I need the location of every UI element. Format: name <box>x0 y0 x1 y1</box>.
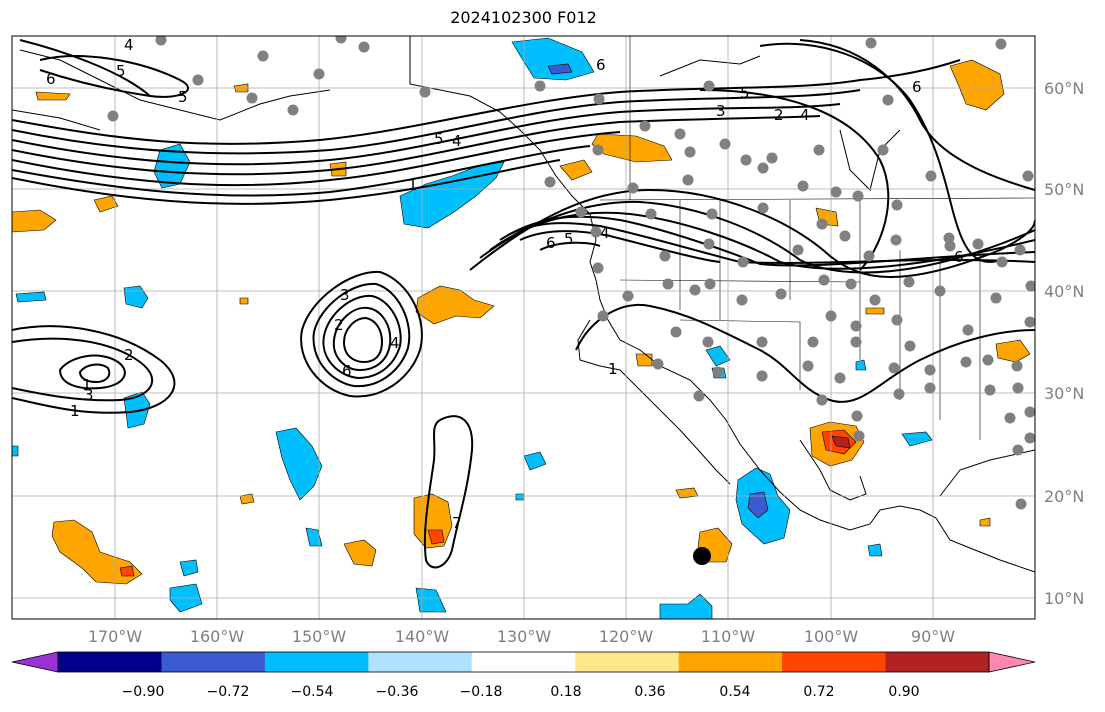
contour-label: 1 <box>408 176 418 194</box>
colorbar-segment <box>264 652 369 672</box>
colorbar-min-extension <box>11 651 59 673</box>
contour-label: 4 <box>800 106 810 124</box>
colorbar-tick-label: 0.72 <box>803 684 834 700</box>
negative-anomaly-fills <box>12 37 933 619</box>
colorbar-tick-label: −0.72 <box>207 684 250 700</box>
contour-label: 6 <box>342 362 352 380</box>
colorbar-tick-labels: −0.90 −0.72 −0.54 −0.36 −0.18 0.18 0.36 … <box>122 684 920 700</box>
coastlines <box>12 36 1035 573</box>
lon-label: 100°W <box>804 627 859 646</box>
tropical-cyclone-marker <box>693 547 711 565</box>
colorbar-tick-label: −0.90 <box>122 684 165 700</box>
colorbar-tick-label: 0.90 <box>888 684 919 700</box>
colorbar-tick-label: 0.54 <box>719 684 750 700</box>
map-title: 2024102300 F012 <box>450 8 597 27</box>
map-frame <box>11 35 1036 620</box>
latitude-labels: 60°N 50°N 40°N 30°N 20°N 10°N <box>1044 79 1084 608</box>
contour-label: 6 <box>46 70 56 88</box>
colorbar-frame <box>57 651 990 673</box>
colorbar-tick-label: 0.18 <box>550 684 581 700</box>
lon-label: 130°W <box>497 627 552 646</box>
lon-label: 110°W <box>701 627 756 646</box>
contour-label: 4 <box>390 334 400 352</box>
contour-label: 5 <box>740 84 750 102</box>
contour-label: 4 <box>452 132 462 150</box>
contour-label: 2 <box>334 316 344 334</box>
colorbar <box>11 651 1036 673</box>
colorbar-tick-label: 0.36 <box>634 684 665 700</box>
colorbar-segment <box>782 652 887 672</box>
colorbar-segment <box>471 652 576 672</box>
colorbar-segment <box>58 652 162 672</box>
colorbar-segment <box>678 652 783 672</box>
lon-label: 120°W <box>599 627 654 646</box>
colorbar-segment <box>575 652 680 672</box>
longitude-labels: 170°W 160°W 150°W 140°W 130°W 120°W 110°… <box>88 627 955 646</box>
contour-label: 6 <box>954 248 964 266</box>
colorbar-max-extension <box>988 651 1036 673</box>
contour-label: 1 <box>608 360 618 378</box>
station-markers <box>107 36 1035 510</box>
lon-label: 150°W <box>292 627 347 646</box>
lon-label: 170°W <box>88 627 143 646</box>
lon-label: 160°W <box>190 627 245 646</box>
lat-label: 10°N <box>1044 589 1084 608</box>
contour-label: 3 <box>340 286 350 304</box>
contour-label: 5 <box>178 88 188 106</box>
contour-lines <box>12 39 1035 569</box>
colorbar-segment <box>161 652 266 672</box>
lat-label: 40°N <box>1044 282 1084 301</box>
contour-label: 4 <box>600 224 610 242</box>
contour-label: 6 <box>912 78 922 96</box>
lat-label: 60°N <box>1044 79 1084 98</box>
lat-label: 50°N <box>1044 180 1084 199</box>
contour-label: 5 <box>434 130 444 148</box>
contour-label: 3 <box>716 102 726 120</box>
gridlines <box>12 36 1035 619</box>
contour-label: 1 <box>82 376 92 394</box>
lon-label: 140°W <box>395 627 450 646</box>
lat-label: 30°N <box>1044 384 1084 403</box>
colorbar-tick-label: −0.54 <box>291 684 334 700</box>
contour-label: 5 <box>564 230 574 248</box>
contour-label: 7 <box>452 514 462 532</box>
colorbar-tick-label: −0.18 <box>460 684 503 700</box>
map-content: 6 5 5 6 5 4 1 3 2 6 5 4 6 5 4 3 2 1 3 2 … <box>12 36 1035 619</box>
contour-label: 4 <box>124 36 134 54</box>
colorbar-segment <box>885 652 990 672</box>
map-plot-area <box>12 36 1035 619</box>
contour-label: 2 <box>774 106 784 124</box>
contour-label: 1 <box>70 402 80 420</box>
lon-label: 90°W <box>911 627 955 646</box>
lat-label: 20°N <box>1044 487 1084 506</box>
contour-labels: 6 5 5 6 5 4 1 3 2 6 5 4 6 5 4 3 2 1 3 2 … <box>46 36 964 532</box>
positive-anomaly-fills <box>12 59 1031 585</box>
contour-label: 2 <box>124 346 134 364</box>
contour-label: 5 <box>116 62 126 80</box>
contour-label: 6 <box>546 234 556 252</box>
colorbar-tick-label: −0.36 <box>376 684 419 700</box>
colorbar-segment <box>368 652 473 672</box>
contour-label: 3 <box>84 386 94 404</box>
contour-label: 6 <box>596 56 606 74</box>
